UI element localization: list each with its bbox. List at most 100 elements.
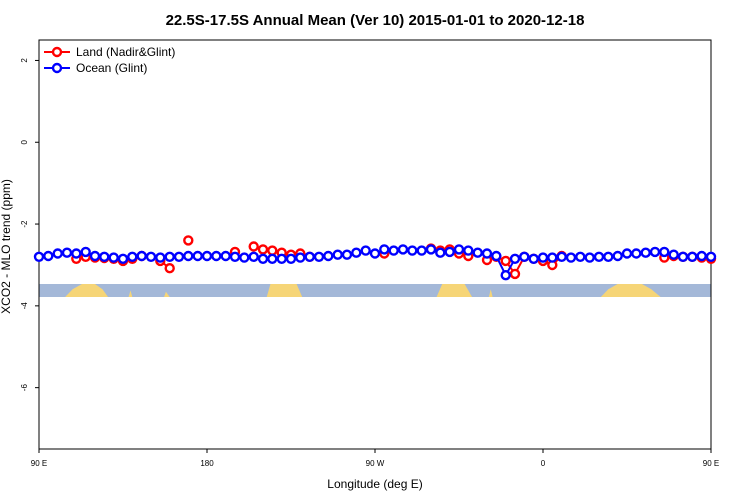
land-band-4 (436, 284, 473, 297)
point-1-38 (388, 245, 399, 256)
point-1-64 (631, 248, 642, 259)
point-1-3 (61, 247, 73, 258)
land-band-1 (128, 290, 133, 297)
point-1-40 (407, 245, 418, 256)
point-1-23 (248, 251, 259, 262)
point-1-48 (481, 248, 493, 259)
point-1-24 (257, 253, 269, 264)
point-1-52 (519, 251, 530, 262)
point-1-41 (416, 245, 427, 256)
point-1-16 (183, 250, 194, 262)
point-1-15 (173, 251, 185, 262)
point-1-45 (453, 244, 465, 255)
point-1-58 (575, 251, 586, 262)
point-1-36 (369, 248, 381, 259)
point-1-27 (285, 253, 297, 264)
x-axis-label: Longitude (deg E) (327, 477, 422, 491)
land-band-5 (488, 289, 493, 297)
x-tick-label-1: 180 (200, 459, 214, 468)
y-tick-label-0: 2 (20, 58, 29, 63)
ocean-band (39, 284, 711, 297)
point-1-17 (192, 250, 203, 262)
point-1-2 (52, 248, 63, 259)
point-1-51 (509, 253, 521, 264)
point-0-27 (500, 255, 511, 267)
point-1-31 (323, 250, 334, 262)
y-tick-label-1: 0 (20, 139, 29, 144)
x-axis: 90 E 180 90 W 0 90 E (31, 449, 719, 468)
point-1-29 (304, 251, 315, 262)
point-1-21 (229, 251, 241, 262)
point-1-60 (593, 251, 605, 262)
legend-label-0: Land (Nadir&Glint) (76, 45, 175, 59)
land-band-3 (266, 284, 303, 297)
y-axis: 2 0 -2 -4 -6 (20, 58, 39, 392)
point-0-12 (248, 241, 259, 252)
point-1-4 (71, 248, 82, 259)
point-1-37 (379, 244, 390, 255)
y-axis-label: XCO2 - MLO trend (ppm) (0, 179, 13, 314)
point-1-43 (435, 247, 446, 258)
point-1-67 (659, 246, 670, 258)
y-tick-label-4: -6 (20, 384, 29, 392)
point-1-13 (155, 252, 166, 263)
point-0-9 (164, 263, 175, 274)
plot-frame (38, 39, 712, 450)
point-1-49 (491, 250, 502, 262)
point-0-28 (509, 268, 521, 280)
point-1-68 (668, 249, 679, 260)
point-1-5 (80, 246, 91, 258)
point-0-13 (257, 244, 269, 255)
point-1-25 (267, 253, 278, 264)
point-0-14 (267, 245, 278, 256)
point-1-14 (164, 251, 175, 262)
point-1-53 (528, 253, 539, 264)
point-1-46 (463, 245, 474, 256)
point-1-32 (332, 249, 343, 260)
point-1-33 (341, 249, 353, 260)
point-1-55 (547, 252, 558, 263)
point-1-1 (43, 250, 54, 262)
point-1-10 (127, 251, 138, 262)
y-tick-label-2: -2 (20, 220, 29, 228)
point-1-62 (612, 250, 623, 262)
legend-marker-0 (51, 46, 63, 58)
point-0-10 (183, 235, 194, 246)
point-1-66 (649, 246, 661, 258)
surface-band (39, 284, 711, 297)
point-1-26 (276, 253, 287, 264)
land-band-0 (65, 284, 109, 297)
point-1-70 (687, 251, 698, 262)
point-1-54 (537, 252, 549, 263)
point-1-19 (211, 250, 222, 262)
chart-title: 22.5S-17.5S Annual Mean (Ver 10) 2015-01… (166, 12, 585, 29)
point-1-42 (425, 244, 437, 255)
x-tick-label-3: 0 (541, 459, 546, 468)
point-1-72 (705, 251, 717, 262)
point-1-11 (136, 250, 147, 262)
land-band-2 (164, 291, 170, 297)
point-1-35 (360, 245, 371, 256)
point-1-9 (117, 253, 129, 264)
point-1-6 (89, 250, 101, 262)
point-1-63 (621, 248, 633, 259)
point-1-30 (313, 251, 325, 262)
point-1-56 (556, 251, 567, 262)
x-tick-label-2: 90 W (366, 459, 385, 468)
point-1-34 (351, 247, 362, 258)
point-1-47 (472, 247, 483, 258)
series-layer (33, 235, 717, 281)
point-1-59 (584, 252, 595, 263)
point-1-18 (201, 250, 213, 262)
point-1-65 (640, 247, 651, 258)
legend-label-1: Ocean (Glint) (76, 61, 147, 75)
point-1-0 (33, 251, 45, 262)
point-1-22 (239, 252, 250, 263)
point-1-50 (500, 270, 511, 281)
legend-marker-1 (51, 62, 63, 74)
point-1-69 (677, 251, 689, 262)
x-tick-label-0: 90 E (31, 459, 47, 468)
point-1-12 (145, 251, 157, 262)
legend: Land (Nadir&Glint) Ocean (Glint) (44, 45, 175, 75)
